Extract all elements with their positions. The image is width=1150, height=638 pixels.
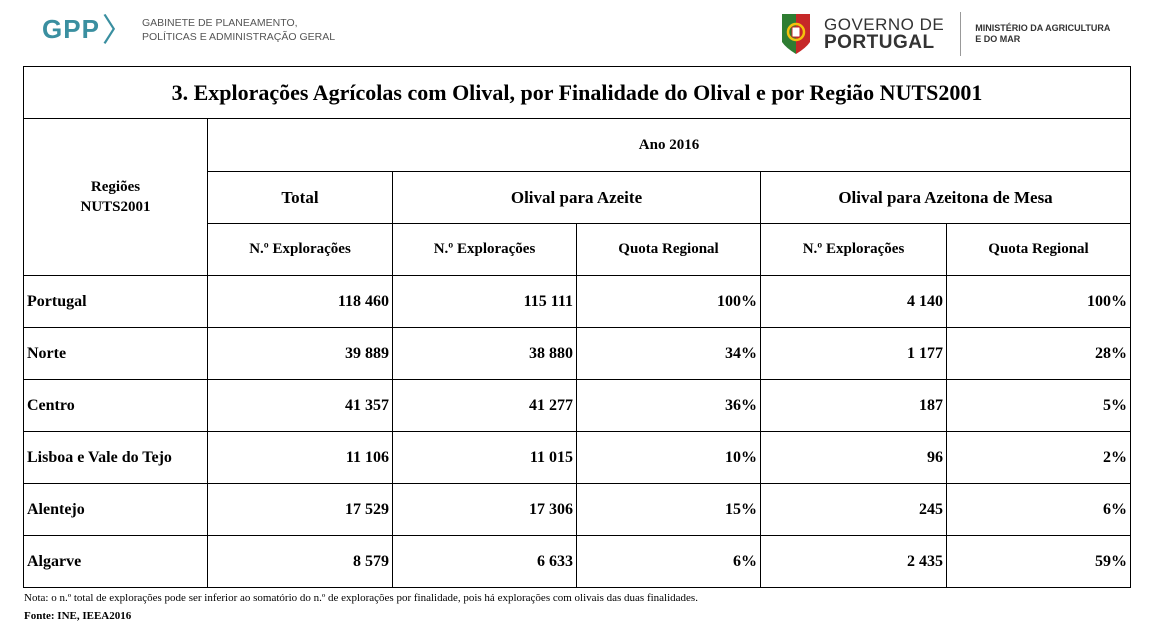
gpp-logo-block: GPP 〉 GABINETE DE PLANEAMENTO, POLÍTICAS… xyxy=(42,11,335,48)
subheader-mesa-quota: Quota Regional xyxy=(946,223,1131,276)
cell-azeite-quota: 34% xyxy=(576,327,761,380)
year-header: Ano 2016 xyxy=(207,118,1131,172)
cell-mesa-quota: 59% xyxy=(946,535,1131,588)
table-source: Fonte: INE, IEEA2016 xyxy=(24,610,132,622)
gpp-logo: GPP xyxy=(42,14,100,44)
subheader-total-exploracoes: N.º Explorações xyxy=(207,223,393,276)
region-header-line-1: Regiões xyxy=(90,179,141,195)
table-row: Norte 39 889 38 880 34% 1 177 28% xyxy=(23,327,1131,380)
table-row: Lisboa e Vale do Tejo 11 106 11 015 10% … xyxy=(23,431,1131,484)
table-row: Alentejo 17 529 17 306 15% 245 6% xyxy=(23,483,1131,536)
group-header-total: Total xyxy=(207,171,393,224)
cell-azeite-exploracoes: 115 111 xyxy=(392,275,577,328)
gpp-agency-name: GABINETE DE PLANEAMENTO, POLÍTICAS E ADM… xyxy=(142,16,335,44)
cell-mesa-quota: 100% xyxy=(946,275,1131,328)
table-row: Algarve 8 579 6 633 6% 2 435 59% xyxy=(23,535,1131,588)
gov-line-2: PORTUGAL xyxy=(824,32,935,53)
cell-azeite-quota: 100% xyxy=(576,275,761,328)
government-name: GOVERNO DE PORTUGAL xyxy=(824,15,945,53)
header-divider xyxy=(960,12,962,56)
cell-azeite-quota: 36% xyxy=(576,379,761,432)
cell-mesa-exploracoes: 187 xyxy=(760,379,947,432)
cell-mesa-quota: 28% xyxy=(946,327,1131,380)
cell-region: Lisboa e Vale do Tejo xyxy=(23,431,208,484)
cell-azeite-quota: 15% xyxy=(576,483,761,536)
subheader-azeite-quota: Quota Regional xyxy=(576,223,761,276)
ministry-line-2: E DO MAR xyxy=(975,34,1021,44)
cell-total: 41 357 xyxy=(207,379,393,432)
subheader-azeite-exploracoes: N.º Explorações xyxy=(392,223,577,276)
cell-mesa-exploracoes: 4 140 xyxy=(760,275,947,328)
cell-mesa-exploracoes: 1 177 xyxy=(760,327,947,380)
cell-mesa-quota: 2% xyxy=(946,431,1131,484)
cell-region: Algarve xyxy=(23,535,208,588)
cell-total: 8 579 xyxy=(207,535,393,588)
olival-table: 3. Explorações Agrícolas com Olival, por… xyxy=(23,66,1131,588)
subheader-mesa-exploracoes: N.º Explorações xyxy=(760,223,947,276)
cell-azeite-quota: 10% xyxy=(576,431,761,484)
table-note: Nota: o n.º total de explorações pode se… xyxy=(24,592,698,604)
cell-total: 118 460 xyxy=(207,275,393,328)
table-row: Portugal 118 460 115 111 100% 4 140 100% xyxy=(23,275,1131,328)
table-row: Centro 41 357 41 277 36% 187 5% xyxy=(23,379,1131,432)
cell-mesa-exploracoes: 96 xyxy=(760,431,947,484)
cell-region: Norte xyxy=(23,327,208,380)
cell-total: 39 889 xyxy=(207,327,393,380)
ministry-line-1: MINISTÉRIO DA AGRICULTURA xyxy=(975,23,1111,33)
cell-mesa-exploracoes: 245 xyxy=(760,483,947,536)
cell-total: 11 106 xyxy=(207,431,393,484)
cell-total: 17 529 xyxy=(207,483,393,536)
cell-region: Alentejo xyxy=(23,483,208,536)
portugal-flag-emblem-icon xyxy=(782,14,810,54)
cell-mesa-quota: 5% xyxy=(946,379,1131,432)
gpp-bracket-icon: 〉 xyxy=(101,11,134,48)
gpp-line-2: POLÍTICAS E ADMINISTRAÇÃO GERAL xyxy=(141,30,336,43)
group-header-azeite: Olival para Azeite xyxy=(392,171,761,224)
cell-azeite-exploracoes: 11 015 xyxy=(392,431,577,484)
table-title: 3. Explorações Agrícolas com Olival, por… xyxy=(23,66,1131,119)
gpp-line-1: GABINETE DE PLANEAMENTO, xyxy=(141,16,298,29)
cell-azeite-exploracoes: 41 277 xyxy=(392,379,577,432)
gov-line-1: GOVERNO DE xyxy=(824,15,945,34)
region-header-line-2: NUTS2001 xyxy=(80,199,151,215)
ministry-name: MINISTÉRIO DA AGRICULTURA E DO MAR xyxy=(975,23,1110,45)
cell-azeite-quota: 6% xyxy=(576,535,761,588)
cell-region: Portugal xyxy=(23,275,208,328)
cell-region: Centro xyxy=(23,379,208,432)
cell-azeite-exploracoes: 6 633 xyxy=(392,535,577,588)
group-header-mesa: Olival para Azeitona de Mesa xyxy=(760,171,1131,224)
region-header: Regiões NUTS2001 xyxy=(23,118,208,276)
cell-mesa-quota: 6% xyxy=(946,483,1131,536)
page-header: GPP 〉 GABINETE DE PLANEAMENTO, POLÍTICAS… xyxy=(0,0,1150,64)
cell-mesa-exploracoes: 2 435 xyxy=(760,535,947,588)
government-logo-block: GOVERNO DE PORTUGAL MINISTÉRIO DA AGRICU… xyxy=(778,12,1110,56)
cell-azeite-exploracoes: 17 306 xyxy=(392,483,577,536)
cell-azeite-exploracoes: 38 880 xyxy=(392,327,577,380)
